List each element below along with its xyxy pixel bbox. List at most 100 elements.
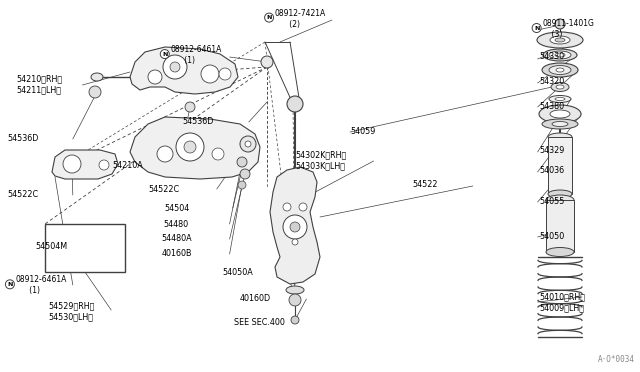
Circle shape <box>292 239 298 245</box>
Ellipse shape <box>539 105 581 123</box>
Text: N: N <box>162 52 168 57</box>
Circle shape <box>237 157 247 167</box>
Ellipse shape <box>552 122 568 126</box>
Circle shape <box>212 148 224 160</box>
Ellipse shape <box>537 32 583 48</box>
Circle shape <box>290 222 300 232</box>
Ellipse shape <box>546 247 574 257</box>
Circle shape <box>99 160 109 170</box>
Text: N: N <box>534 26 540 31</box>
Text: SEE SEC.400: SEE SEC.400 <box>234 318 284 327</box>
Ellipse shape <box>556 85 564 89</box>
Bar <box>284 184 306 247</box>
Circle shape <box>89 86 101 98</box>
Text: 54302K〈RH〉
54303K〈LH〉: 54302K〈RH〉 54303K〈LH〉 <box>296 151 347 171</box>
Bar <box>45 224 125 272</box>
Circle shape <box>170 62 180 72</box>
Circle shape <box>283 215 307 239</box>
Text: 54036: 54036 <box>540 166 564 175</box>
Ellipse shape <box>542 119 578 129</box>
Text: 08912-6461A
      (1): 08912-6461A (1) <box>15 275 67 295</box>
Text: 54536D: 54536D <box>182 117 214 126</box>
Circle shape <box>163 55 187 79</box>
Text: A·O*0034: A·O*0034 <box>598 355 635 364</box>
Text: 54210A: 54210A <box>112 161 143 170</box>
Text: 08912-7421A
      (2): 08912-7421A (2) <box>275 9 326 29</box>
Text: 54380: 54380 <box>540 102 564 111</box>
Text: 54522: 54522 <box>413 180 438 189</box>
Ellipse shape <box>555 53 565 57</box>
Bar <box>546 200 574 252</box>
Circle shape <box>201 65 219 83</box>
Text: 08911-1401G
    (3): 08911-1401G (3) <box>542 19 594 39</box>
Text: 54504M: 54504M <box>35 242 67 251</box>
Ellipse shape <box>549 96 571 103</box>
Text: N: N <box>7 282 13 287</box>
Circle shape <box>176 133 204 161</box>
Text: 54050: 54050 <box>540 232 564 241</box>
Ellipse shape <box>551 83 569 92</box>
Ellipse shape <box>542 63 578 77</box>
Ellipse shape <box>556 68 564 72</box>
Text: 54522C: 54522C <box>8 190 39 199</box>
Ellipse shape <box>548 190 572 198</box>
Circle shape <box>238 181 246 189</box>
Ellipse shape <box>549 65 571 74</box>
Ellipse shape <box>286 286 304 294</box>
Circle shape <box>240 136 256 152</box>
Ellipse shape <box>555 97 565 100</box>
Text: N: N <box>266 15 272 20</box>
Ellipse shape <box>550 36 570 44</box>
Text: 54529〈RH〉
54530〈LH〉: 54529〈RH〉 54530〈LH〉 <box>48 301 94 321</box>
Polygon shape <box>130 47 238 94</box>
Ellipse shape <box>543 49 577 61</box>
Text: 54050A: 54050A <box>223 268 253 277</box>
Circle shape <box>63 155 81 173</box>
Circle shape <box>532 23 541 32</box>
Circle shape <box>291 316 299 324</box>
Text: 54055: 54055 <box>540 197 565 206</box>
Circle shape <box>240 169 250 179</box>
Ellipse shape <box>284 244 306 250</box>
Bar <box>548 137 572 194</box>
Circle shape <box>264 13 273 22</box>
Text: 54059: 54059 <box>351 127 376 136</box>
Circle shape <box>287 96 303 112</box>
Polygon shape <box>270 167 320 284</box>
Text: 54210〈RH〉
54211〈LH〉: 54210〈RH〉 54211〈LH〉 <box>16 74 62 94</box>
Circle shape <box>261 56 273 68</box>
Text: 54536D: 54536D <box>8 134 39 143</box>
Text: 54480A: 54480A <box>161 234 192 243</box>
Ellipse shape <box>546 195 574 205</box>
Circle shape <box>555 19 565 29</box>
Text: 54320: 54320 <box>540 77 564 86</box>
Polygon shape <box>52 150 118 179</box>
Text: 54330: 54330 <box>540 52 564 61</box>
Ellipse shape <box>549 51 571 59</box>
Circle shape <box>289 294 301 306</box>
Text: 54329: 54329 <box>540 146 565 155</box>
Circle shape <box>148 70 162 84</box>
Circle shape <box>184 141 196 153</box>
Text: 40160D: 40160D <box>240 294 271 303</box>
Circle shape <box>5 280 15 289</box>
Circle shape <box>283 203 291 211</box>
Circle shape <box>160 49 170 58</box>
Text: 54522C: 54522C <box>148 185 180 194</box>
Circle shape <box>299 203 307 211</box>
Ellipse shape <box>91 73 103 81</box>
Polygon shape <box>130 117 260 179</box>
Ellipse shape <box>548 133 572 141</box>
Circle shape <box>157 146 173 162</box>
Ellipse shape <box>284 180 306 187</box>
Ellipse shape <box>555 38 565 42</box>
Text: 40160B: 40160B <box>161 249 192 258</box>
Text: 54010〈RH〉
54009〈LH〉: 54010〈RH〉 54009〈LH〉 <box>540 292 586 312</box>
Circle shape <box>185 102 195 112</box>
Text: 54504: 54504 <box>164 204 189 213</box>
Text: 08912-6461A
      (1): 08912-6461A (1) <box>170 45 221 65</box>
Ellipse shape <box>550 110 570 118</box>
Circle shape <box>245 141 251 147</box>
Text: 54480: 54480 <box>163 220 188 229</box>
Circle shape <box>219 68 231 80</box>
